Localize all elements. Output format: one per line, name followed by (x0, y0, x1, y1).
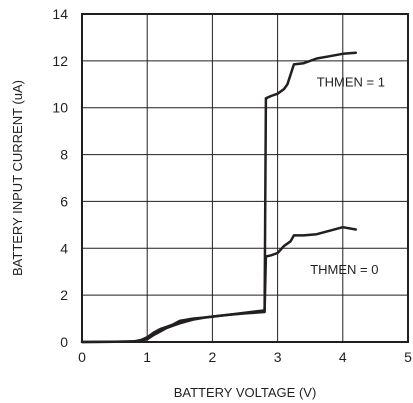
y-tick-label: 8 (60, 147, 68, 163)
series-line-2 (80, 225, 358, 344)
x-tick-label: 5 (404, 349, 412, 365)
y-tick-labels: 0 2 4 6 8 10 12 14 (52, 6, 68, 350)
x-tick-label: 3 (274, 349, 282, 365)
x-tick-label: 4 (339, 349, 347, 365)
plot-frame (81, 13, 409, 343)
grid (82, 14, 408, 342)
annotation-label: THMEN = 1 (317, 75, 385, 90)
series-line-1 (80, 51, 358, 344)
y-tick-label: 14 (52, 6, 68, 22)
series-layer (80, 51, 358, 344)
y-tick-label: 12 (52, 53, 68, 69)
x-tick-labels: 0 1 2 3 4 5 (78, 349, 412, 365)
x-tick-label: 0 (78, 349, 86, 365)
x-tick-label: 2 (209, 349, 217, 365)
y-tick-label: 0 (60, 334, 68, 350)
y-axis-label: BATTERY INPUT CURRENT (uA) (10, 80, 25, 276)
annotation-label: THMEN = 0 (310, 262, 378, 277)
y-tick-label: 2 (60, 287, 68, 303)
x-tick-label: 1 (143, 349, 151, 365)
x-axis-label: BATTERY VOLTAGE (V) (174, 385, 317, 400)
y-tick-label: 4 (60, 240, 68, 256)
y-tick-label: 10 (52, 100, 68, 116)
annotation-layer: THMEN = 1 THMEN = 0 (310, 75, 385, 277)
y-tick-label: 6 (60, 193, 68, 209)
